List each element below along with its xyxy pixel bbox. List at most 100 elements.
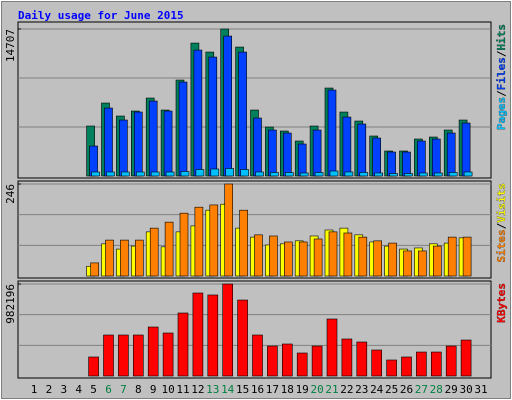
bar xyxy=(447,236,457,277)
bar xyxy=(373,240,383,277)
bar xyxy=(103,334,114,377)
bar xyxy=(267,345,278,377)
bar xyxy=(237,299,248,377)
bar xyxy=(240,169,249,177)
x-tick-label: 6 xyxy=(105,383,112,396)
bar xyxy=(106,171,115,177)
x-tick-label: 17 xyxy=(266,383,279,396)
legend-separator: / xyxy=(495,222,508,229)
bar xyxy=(207,294,219,377)
bar xyxy=(163,110,173,177)
x-tick-label: 13 xyxy=(206,383,219,396)
x-tick-label: 1 xyxy=(31,383,38,396)
bar xyxy=(329,170,339,177)
bar xyxy=(446,132,456,177)
bar xyxy=(431,138,441,177)
bar xyxy=(255,171,264,177)
y-tick-label: 246 xyxy=(4,184,17,204)
x-tick-label: 25 xyxy=(385,383,398,396)
y-tick-label: 14707 xyxy=(4,29,17,62)
bar xyxy=(344,171,354,177)
bar xyxy=(403,250,412,277)
bar xyxy=(402,151,411,177)
x-tick-label: 18 xyxy=(281,383,294,396)
legend: Pages/Files/Hits xyxy=(495,24,508,130)
bar xyxy=(417,140,426,177)
bar xyxy=(148,100,158,177)
bar xyxy=(91,171,100,177)
bar xyxy=(239,209,248,277)
bar xyxy=(282,132,292,177)
bar xyxy=(299,172,309,177)
legend-separator: / xyxy=(495,50,508,57)
x-tick-label: 8 xyxy=(135,383,142,396)
bar xyxy=(165,171,175,177)
bar xyxy=(224,183,233,277)
bar xyxy=(372,137,382,177)
bar xyxy=(177,312,189,377)
bar xyxy=(418,250,427,277)
x-tick-label: 4 xyxy=(75,383,82,396)
bar xyxy=(460,339,472,377)
bar xyxy=(149,227,159,277)
bar xyxy=(326,318,338,377)
x-tick-label: 30 xyxy=(459,383,472,396)
x-tick-label: 20 xyxy=(310,383,323,396)
legend-entry: Sites xyxy=(495,229,508,262)
bar xyxy=(389,173,398,177)
bar xyxy=(210,168,220,177)
bar xyxy=(178,81,188,177)
bar xyxy=(448,172,458,177)
bar xyxy=(225,168,234,177)
bar xyxy=(136,171,145,177)
bar xyxy=(432,245,442,277)
x-tick-label: 26 xyxy=(400,383,413,396)
bar xyxy=(104,107,113,177)
bar xyxy=(433,172,443,177)
bar xyxy=(119,119,128,177)
bar xyxy=(445,345,457,377)
bar xyxy=(386,359,397,377)
x-tick-label: 31 xyxy=(474,383,487,396)
bar xyxy=(179,212,189,277)
x-tick-label: 11 xyxy=(176,383,189,396)
y-tick-label: 982196 xyxy=(4,284,17,324)
bar xyxy=(311,345,323,377)
bar xyxy=(253,117,262,177)
bar xyxy=(296,352,308,377)
bar xyxy=(162,332,174,377)
bar xyxy=(269,235,278,277)
bar xyxy=(359,172,369,177)
bar xyxy=(150,171,160,177)
legend-separator: / xyxy=(495,90,508,97)
x-tick-label: 5 xyxy=(90,383,97,396)
bar xyxy=(118,334,129,377)
x-tick-label: 29 xyxy=(445,383,458,396)
bar xyxy=(358,236,368,277)
bar xyxy=(356,341,368,377)
x-tick-label: 15 xyxy=(236,383,249,396)
bar xyxy=(105,239,114,277)
x-tick-label: 23 xyxy=(355,383,368,396)
bar xyxy=(297,143,307,177)
x-tick-label: 7 xyxy=(120,383,127,396)
x-tick-label: 9 xyxy=(150,383,157,396)
x-tick-label: 21 xyxy=(325,383,338,396)
bar xyxy=(88,356,99,377)
bar xyxy=(120,239,129,277)
bar xyxy=(193,49,203,177)
x-tick-label: 27 xyxy=(415,383,428,396)
bar xyxy=(341,338,353,377)
bar xyxy=(252,334,263,377)
bar xyxy=(342,116,352,177)
x-tick-label: 28 xyxy=(430,383,443,396)
bar xyxy=(254,234,263,277)
bar xyxy=(419,172,428,177)
bar xyxy=(89,145,98,177)
bar xyxy=(387,151,396,177)
bar xyxy=(401,356,412,377)
legend-entry: KBytes xyxy=(495,283,508,323)
bar xyxy=(135,239,144,277)
